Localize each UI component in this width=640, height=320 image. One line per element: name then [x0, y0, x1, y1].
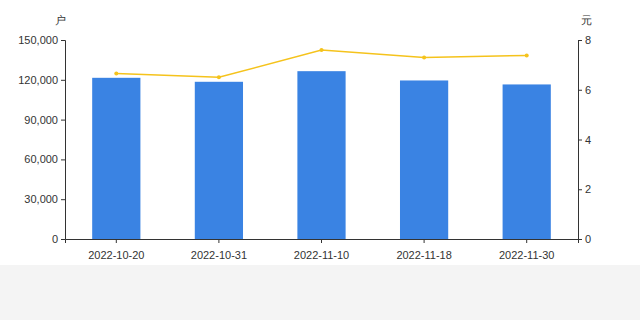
tick-label: 30,000 — [24, 193, 58, 205]
tick-mark — [116, 239, 117, 243]
tick-label: 4 — [585, 134, 591, 146]
tick-label: 6 — [585, 84, 591, 96]
y2-axis: 0 2 4 6 8 — [578, 34, 591, 245]
bar — [195, 82, 243, 239]
tick: 60,000 — [24, 153, 65, 165]
tick-label: 60,000 — [24, 153, 58, 165]
tick-mark — [61, 239, 65, 240]
tick: 120,000 — [18, 74, 65, 86]
bar — [297, 71, 345, 239]
tick-label: 2022-11-18 — [396, 249, 451, 261]
y-axis-title: 户 — [55, 14, 66, 27]
tick-mark — [218, 239, 219, 243]
y2-axis-title: 元 — [581, 14, 592, 27]
tick-label: 0 — [585, 233, 591, 245]
tick: 2022-11-10 — [294, 239, 349, 261]
tick: 0 — [578, 233, 591, 245]
tick: 4 — [578, 134, 591, 146]
bar — [92, 78, 140, 239]
tick-label: 2022-11-30 — [499, 249, 554, 261]
tick-mark — [61, 80, 65, 81]
tick: 2022-11-18 — [396, 239, 451, 261]
background-strip — [0, 265, 640, 320]
tick-mark — [424, 239, 425, 243]
tick-label: 2022-10-31 — [191, 249, 247, 261]
tick: 150,000 — [18, 34, 65, 46]
line-marker — [114, 72, 118, 76]
tick-mark — [61, 40, 65, 41]
x-axis: 2022-10-20 2022-10-31 2022-11-10 2022-11-18… — [66, 239, 579, 261]
axis-line — [66, 240, 579, 244]
axis-line — [61, 41, 66, 240]
tick-mark — [61, 199, 65, 200]
bar — [400, 80, 448, 239]
y-axis: 0 30,000 60,000 90,000 120,000 150,000 — [18, 34, 65, 245]
tick-mark — [578, 189, 582, 190]
axis-line — [579, 41, 583, 240]
tick: 2 — [578, 183, 591, 195]
tick-label: 150,000 — [18, 34, 58, 46]
tick: 2022-10-31 — [191, 239, 247, 261]
tick-mark — [578, 90, 582, 91]
tick-label: 8 — [585, 34, 591, 46]
tick-mark — [578, 140, 582, 141]
marks — [92, 48, 551, 239]
line — [116, 50, 526, 77]
tick-mark — [321, 239, 322, 243]
tick-mark — [61, 120, 65, 121]
tick: 90,000 — [24, 114, 65, 126]
tick: 2022-10-20 — [88, 239, 144, 261]
tick-mark — [61, 159, 65, 160]
plot: 0 30,000 60,000 90,000 120,000 150,000 0 2 4 6 8 20… — [18, 34, 591, 261]
bar — [503, 84, 551, 239]
tick: 0 — [52, 233, 65, 245]
tick: 30,000 — [24, 193, 65, 205]
line-marker — [217, 75, 221, 79]
tick-label: 2022-10-20 — [88, 249, 144, 261]
line-marker — [320, 48, 324, 52]
tick: 8 — [578, 34, 591, 46]
tick-mark — [526, 239, 527, 243]
line-marker — [525, 53, 529, 57]
line-marker — [422, 55, 426, 59]
tick: 2022-11-30 — [499, 239, 554, 261]
tick-label: 0 — [52, 233, 58, 245]
tick-label: 120,000 — [18, 74, 58, 86]
tick: 6 — [578, 84, 591, 96]
tick-mark — [578, 40, 582, 41]
tick-label: 2 — [585, 183, 591, 195]
tick-label: 90,000 — [24, 114, 58, 126]
tick-label: 2022-11-10 — [294, 249, 349, 261]
